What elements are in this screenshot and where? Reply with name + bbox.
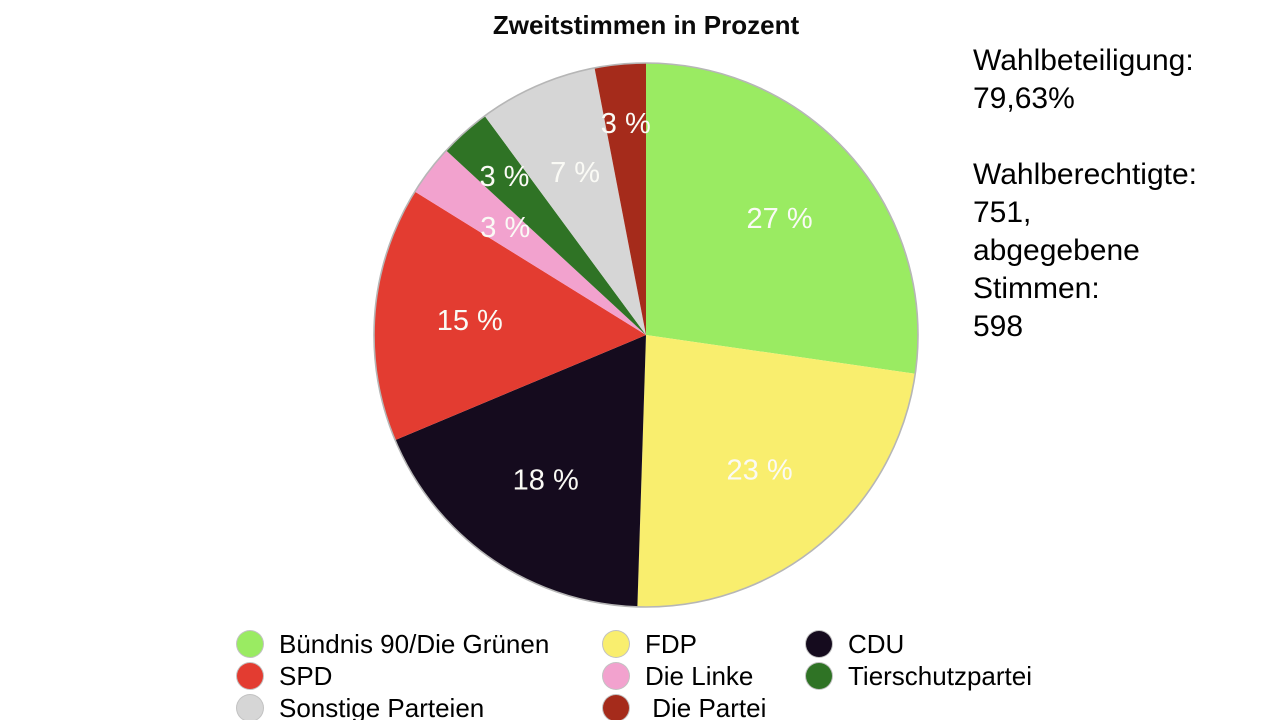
legend-swatch-sonstige-parteien	[237, 695, 263, 720]
legend-item-die-partei: Die Partei	[603, 693, 806, 720]
pie-slice-die-partei	[594, 63, 646, 335]
pie-outline	[373, 62, 919, 608]
legend-swatch-tierschutzpartei	[806, 663, 832, 689]
slice-label-cdu: 18 %	[513, 465, 579, 497]
info-line: 751,	[973, 196, 1032, 229]
info-line: Wahlberechtigte:	[973, 158, 1198, 191]
info-line: abgegebene	[973, 234, 1140, 267]
legend-item-tierschutzpartei: Tierschutzpartei	[806, 661, 1066, 692]
pie-slice-cdu	[395, 335, 646, 607]
legend-label: Sonstige Parteien	[279, 692, 485, 720]
slice-label-spd: 15 %	[437, 305, 503, 337]
slice-label-fdp: 23 %	[727, 454, 793, 486]
info-panel: Wahlbeteiligung: 79,63% Wahlberechtigte: 7…	[973, 42, 1273, 346]
info-line: Wahlbeteiligung:	[973, 44, 1194, 77]
legend-item-sonstige-parteien: Sonstige Parteien	[237, 693, 603, 720]
legend-label: Die Partei	[645, 692, 767, 720]
slice-label-tierschutzpartei: 3 %	[480, 161, 530, 193]
legend-swatch-fdp	[603, 631, 629, 657]
slice-label-die-partei: 3 %	[601, 108, 651, 140]
legend-label: SPD	[279, 660, 333, 691]
legend-label: CDU	[848, 628, 905, 659]
pie-slice-fdp	[637, 335, 916, 607]
pie-slice-die-linke	[414, 150, 646, 335]
legend-label: Bündnis 90/Die Grünen	[279, 628, 550, 659]
legend-label: Die Linke	[645, 660, 754, 691]
legend-item-spd: SPD	[237, 661, 603, 692]
info-line: 79,63%	[973, 82, 1075, 115]
info-line: Stimmen:	[973, 272, 1100, 305]
slice-label-buendnis-90-die-gruenen: 27 %	[747, 203, 813, 235]
pie-slice-buendnis-90-die-gruenen	[646, 63, 918, 374]
legend-item-cdu: CDU	[806, 629, 1066, 660]
legend-item-die-linke: Die Linke	[603, 661, 806, 692]
pie-slice-sonstige-parteien	[484, 67, 646, 336]
legend-label: FDP	[645, 628, 697, 659]
legend-swatch-spd	[237, 663, 263, 689]
pie-slice-spd	[373, 191, 646, 441]
slice-label-sonstige-parteien: 7 %	[550, 157, 600, 189]
pie-slice-tierschutzpartei	[446, 115, 646, 335]
legend: Bündnis 90/Die Grünen FDP CDU SPD Die Linke T…	[237, 628, 1066, 720]
legend-swatch-cdu	[806, 631, 832, 657]
legend-swatch-die-linke	[603, 663, 629, 689]
legend-label: Tierschutzpartei	[848, 660, 1032, 691]
legend-swatch-buendnis-90-die-gruenen	[237, 631, 263, 657]
chart-title: Zweitstimmen in Prozent	[492, 10, 800, 40]
info-line: 598	[973, 310, 1024, 343]
legend-item-fdp: FDP	[603, 629, 806, 660]
info-line-spacer	[973, 118, 1273, 156]
slice-label-die-linke: 3 %	[480, 212, 530, 244]
legend-item-buendnis-90-die-gruenen: Bündnis 90/Die Grünen	[237, 629, 603, 660]
legend-swatch-die-partei	[603, 695, 629, 720]
